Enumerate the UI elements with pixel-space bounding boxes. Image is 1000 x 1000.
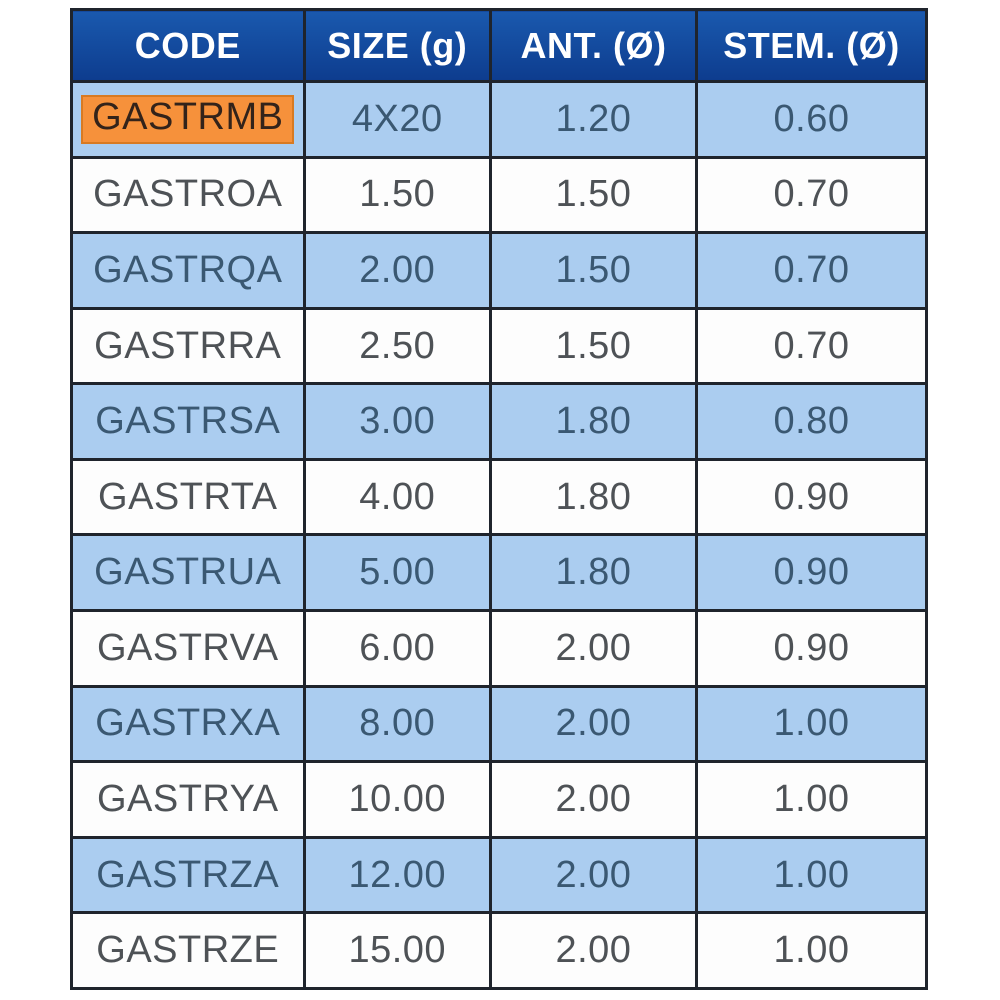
stem-cell: 0.60 <box>694 80 929 159</box>
stem-cell: 0.90 <box>694 457 929 537</box>
stem-cell: 0.70 <box>694 231 929 310</box>
ant-cell: 1.80 <box>488 382 698 461</box>
ant-cell: 1.50 <box>488 306 698 386</box>
ant-cell: 1.20 <box>488 80 698 159</box>
highlighted-code-badge: GASTRMB <box>81 94 295 144</box>
column-header-code: CODE <box>70 8 306 83</box>
ant-cell: 1.50 <box>488 231 698 310</box>
column-header-size: SIZE (g) <box>302 8 492 83</box>
size-cell: 2.50 <box>302 306 492 386</box>
table-row: GASTRUA 5.00 1.80 0.90 <box>70 533 929 613</box>
size-cell: 6.00 <box>302 609 492 688</box>
table-row: GASTRMB 4X20 1.20 0.60 <box>70 80 929 159</box>
table-row: GASTROA 1.50 1.50 0.70 <box>70 155 929 235</box>
code-cell: GASTRZE <box>70 911 306 990</box>
size-cell: 4.00 <box>302 457 492 537</box>
column-header-ant-diameter: ANT. (Ø) <box>488 8 698 83</box>
size-cell: 4X20 <box>302 80 492 159</box>
code-cell: GASTRTA <box>70 457 306 537</box>
ant-cell: 2.00 <box>488 684 698 764</box>
size-cell: 3.00 <box>302 382 492 461</box>
ant-cell: 2.00 <box>488 835 698 915</box>
code-cell: GASTRYA <box>70 760 306 839</box>
table-row: GASTRQA 2.00 1.50 0.70 <box>70 231 929 310</box>
code-cell: GASTRXA <box>70 684 306 764</box>
stem-cell: 1.00 <box>694 760 929 839</box>
code-cell: GASTRSA <box>70 382 306 461</box>
stem-cell: 0.90 <box>694 533 929 613</box>
table-row: GASTRRA 2.50 1.50 0.70 <box>70 306 929 386</box>
stem-cell: 0.90 <box>694 609 929 688</box>
size-cell: 2.00 <box>302 231 492 310</box>
table-row: GASTRSA 3.00 1.80 0.80 <box>70 382 929 461</box>
ant-cell: 1.80 <box>488 457 698 537</box>
column-header-stem-diameter: STEM. (Ø) <box>694 8 929 83</box>
code-cell: GASTROA <box>70 155 306 235</box>
stem-cell: 1.00 <box>694 911 929 990</box>
product-spec-table: CODE SIZE (g) ANT. (Ø) STEM. (Ø) GASTRMB… <box>70 8 929 990</box>
size-cell: 10.00 <box>302 760 492 839</box>
table-row: GASTRYA 10.00 2.00 1.00 <box>70 760 929 839</box>
ant-cell: 2.00 <box>488 911 698 990</box>
ant-cell: 2.00 <box>488 760 698 839</box>
code-cell: GASTRMB <box>70 80 306 159</box>
table-row: GASTRZA 12.00 2.00 1.00 <box>70 835 929 915</box>
table-row: GASTRZE 15.00 2.00 1.00 <box>70 911 929 990</box>
table-row: GASTRXA 8.00 2.00 1.00 <box>70 684 929 764</box>
stem-cell: 0.80 <box>694 382 929 461</box>
stem-cell: 0.70 <box>694 306 929 386</box>
stem-cell: 1.00 <box>694 835 929 915</box>
stem-cell: 0.70 <box>694 155 929 235</box>
code-cell: GASTRVA <box>70 609 306 688</box>
size-cell: 12.00 <box>302 835 492 915</box>
size-cell: 1.50 <box>302 155 492 235</box>
code-cell: GASTRZA <box>70 835 306 915</box>
table-row: GASTRTA 4.00 1.80 0.90 <box>70 457 929 537</box>
ant-cell: 1.80 <box>488 533 698 613</box>
ant-cell: 2.00 <box>488 609 698 688</box>
ant-cell: 1.50 <box>488 155 698 235</box>
code-cell: GASTRUA <box>70 533 306 613</box>
header-row: CODE SIZE (g) ANT. (Ø) STEM. (Ø) <box>70 8 929 83</box>
code-cell: GASTRQA <box>70 231 306 310</box>
stem-cell: 1.00 <box>694 684 929 764</box>
size-cell: 5.00 <box>302 533 492 613</box>
size-cell: 15.00 <box>302 911 492 990</box>
size-cell: 8.00 <box>302 684 492 764</box>
code-cell: GASTRRA <box>70 306 306 386</box>
table-row: GASTRVA 6.00 2.00 0.90 <box>70 609 929 688</box>
